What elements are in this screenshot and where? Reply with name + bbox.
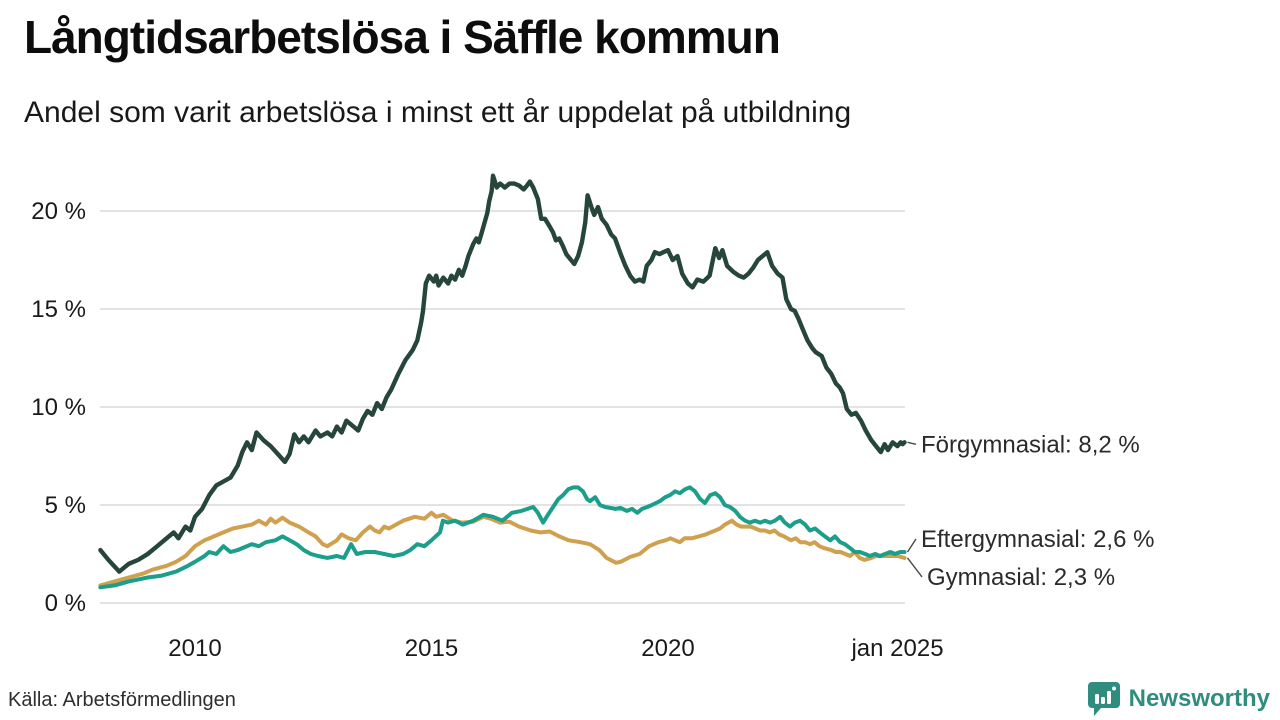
series-line-förgymnasial — [98, 173, 907, 574]
y-axis-label: 20 % — [31, 198, 86, 225]
page-title: Långtidsarbetslösa i Säffle kommun — [24, 11, 781, 63]
label-connector — [906, 538, 917, 553]
series-end-label-eftergymnasial: Eftergymnasial: 2,6 % — [921, 526, 1154, 553]
label-connector — [906, 557, 923, 578]
end-labels-layer: Gymnasial: 2,3 % Eftergymnasial: 2,6 % För… — [906, 431, 1154, 591]
x-axis-label: jan 2025 — [850, 635, 943, 662]
x-axis-label: 2015 — [405, 635, 458, 662]
series-end-label-gymnasial: Gymnasial: 2,3 % — [927, 564, 1115, 591]
x-axis-label: 2020 — [641, 635, 694, 662]
series-end-label-förgymnasial: Förgymnasial: 8,2 % — [921, 431, 1140, 458]
series-layer — [98, 173, 907, 590]
brand-wordmark: Newsworthy — [1128, 685, 1270, 712]
y-axis-label: 0 % — [45, 590, 86, 617]
axis-labels-layer: 0 % 5 % 10 % 15 % 20 % 2010 2015 2020 jan 2025 — [31, 198, 943, 662]
series-line-eftergymnasial — [98, 485, 907, 590]
y-axis-label: 10 % — [31, 394, 86, 421]
brand-logo: Newsworthy — [1087, 681, 1270, 717]
newsworthy-icon — [1087, 681, 1121, 717]
gridlines-layer — [100, 210, 905, 604]
series-line-gymnasial — [98, 510, 907, 588]
y-axis-label: 15 % — [31, 296, 86, 323]
label-connector — [907, 441, 917, 445]
source-note: Källa: Arbetsförmedlingen — [8, 689, 236, 711]
x-axis-label: 2010 — [168, 635, 221, 662]
y-axis-label: 5 % — [45, 492, 86, 519]
page-subtitle: Andel som varit arbetslösa i minst ett å… — [24, 96, 852, 129]
